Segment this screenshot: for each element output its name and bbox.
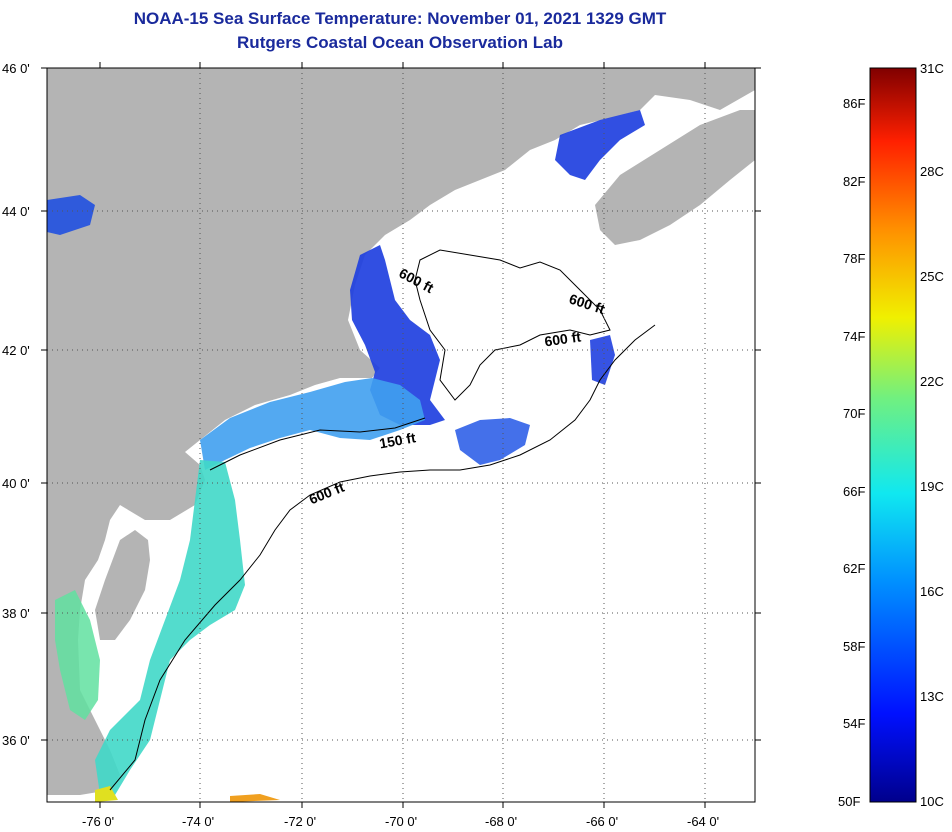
colorbar-f-label: 78F	[843, 251, 865, 266]
contour-150ft	[209, 417, 426, 471]
sst-cold-georges-bank	[455, 418, 530, 465]
lat-label: 42 0'	[2, 343, 30, 358]
sst-cool-shelf	[200, 378, 425, 470]
sst-mild-chesapeake	[55, 590, 100, 720]
contour-600ft-outer	[109, 324, 656, 791]
contour-gulf-of-maine	[414, 249, 611, 401]
map-title: NOAA-15 Sea Surface Temperature: Novembe…	[133, 9, 667, 28]
sst-cold-bay-of-fundy	[555, 110, 645, 180]
land-mainland	[47, 68, 755, 795]
colorbar-c-label: 10C	[920, 794, 944, 809]
lon-label: -66 0'	[586, 814, 618, 829]
lon-label: -72 0'	[284, 814, 316, 829]
colorbar-f-label: 54F	[843, 716, 865, 731]
colorbar-f-label: 70F	[843, 406, 865, 421]
axis-ticks	[41, 62, 761, 808]
sst-mild-mid-atlantic	[95, 460, 245, 795]
colorbar-c-label: 13C	[920, 689, 944, 704]
lon-label: -76 0'	[82, 814, 114, 829]
colorbar-f-label: 58F	[843, 639, 865, 654]
contour-label: 600 ft	[543, 328, 582, 349]
lat-label: 46 0'	[2, 61, 30, 76]
lon-label: -64 0'	[687, 814, 719, 829]
colorbar-c-label: 22C	[920, 374, 944, 389]
sst-cold-east	[590, 335, 615, 385]
lat-label: 36 0'	[2, 733, 30, 748]
sst-cold-northwest	[47, 195, 95, 235]
sst-warm-coast	[95, 786, 118, 802]
colorbar-f-label: 62F	[843, 561, 865, 576]
lat-label: 44 0'	[2, 204, 30, 219]
lon-label: -68 0'	[485, 814, 517, 829]
colorbar-c-label: 19C	[920, 479, 944, 494]
map-frame	[46, 67, 756, 803]
colorbar-c-label: 16C	[920, 584, 944, 599]
colorbar-f-label: 50F	[838, 794, 860, 809]
sst-warm-south	[230, 794, 280, 802]
lon-label: -70 0'	[385, 814, 417, 829]
colorbar-f-label: 74F	[843, 329, 865, 344]
land-delmarva	[95, 530, 150, 640]
graticule	[47, 68, 755, 802]
map-subtitle: Rutgers Coastal Ocean Observation Lab	[237, 33, 563, 52]
colorbar	[869, 67, 917, 803]
contour-label: 150 ft	[378, 429, 417, 451]
colorbar-f-label: 66F	[843, 484, 865, 499]
lon-label: -74 0'	[182, 814, 214, 829]
colorbar-c-label: 25C	[920, 269, 944, 284]
lat-label: 40 0'	[2, 476, 30, 491]
land-nova-scotia	[595, 110, 755, 245]
colorbar-c-label: 31C	[920, 61, 944, 76]
colorbar-f-label: 82F	[843, 174, 865, 189]
colorbar-f-label: 86F	[843, 96, 865, 111]
colorbar-c-label: 28C	[920, 164, 944, 179]
lat-label: 38 0'	[2, 606, 30, 621]
